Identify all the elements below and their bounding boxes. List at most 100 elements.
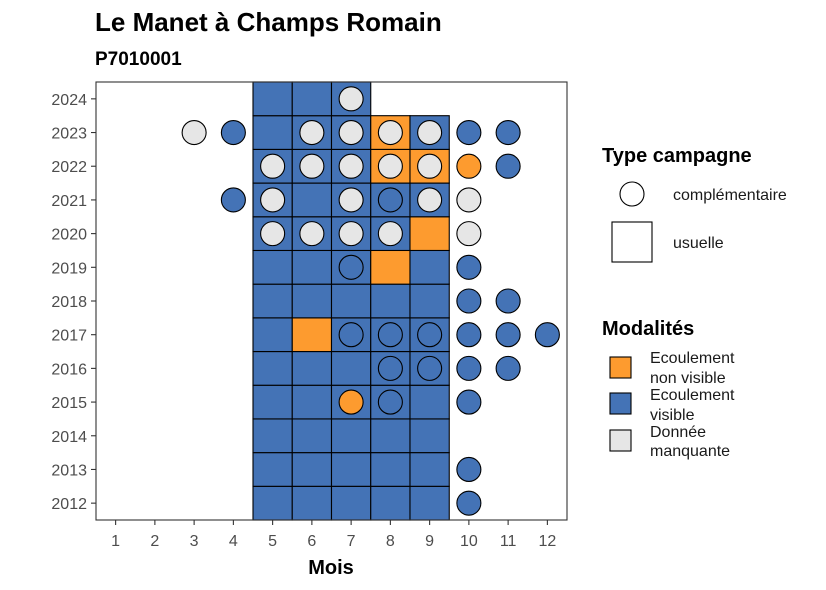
y-tick-label: 2017	[51, 328, 87, 345]
point-2016-11	[495, 355, 521, 381]
point-2023-9	[417, 119, 443, 146]
tile-2015-5	[252, 384, 293, 420]
point-2016-8	[377, 355, 403, 381]
legend-square-symbol	[611, 221, 653, 263]
point-2023-8	[377, 119, 403, 146]
y-tick-label: 2014	[51, 429, 87, 446]
legend-swatch-ecoulement-non-visible	[609, 356, 632, 379]
y-axis: 2012 2013 2014 2015 2016 2017 2018 2019 2020 2021…	[51, 92, 96, 513]
tile-2012-9	[409, 485, 450, 521]
legend-label-complementaire: complémentaire	[673, 187, 787, 204]
legend-modalites-title: Modalités	[602, 318, 694, 340]
tile-2019-6	[291, 249, 333, 285]
x-tick-label: 4	[229, 533, 238, 550]
complementaire-points	[181, 86, 560, 516]
point-2019-7	[338, 254, 364, 280]
x-tick-label: 11	[500, 533, 517, 550]
x-tick-label: 2	[150, 533, 159, 550]
point-2018-11	[495, 288, 521, 314]
x-tick-label: 7	[347, 533, 356, 550]
legend-label-manquante-line1: Donnée	[650, 424, 706, 441]
x-axis-title: Mois	[308, 557, 354, 579]
plot-area	[95, 81, 568, 521]
point-2022-5	[260, 153, 286, 179]
point-2021-5	[260, 187, 286, 213]
tile-2024-6	[291, 81, 333, 117]
tile-2017-6	[291, 317, 333, 353]
y-tick-label: 2015	[51, 395, 87, 412]
point-2020-6	[299, 221, 325, 247]
tile-2019-8	[370, 249, 411, 285]
point-2021-9	[417, 187, 443, 213]
point-2021-10	[456, 187, 482, 213]
tile-2014-8	[370, 418, 411, 454]
usuelle-tiles	[252, 81, 450, 521]
tile-2016-6	[291, 350, 333, 386]
legend-swatch-donnee-manquante	[609, 429, 632, 452]
tile-2013-8	[370, 452, 411, 487]
point-2021-4	[220, 187, 246, 213]
legend-swatch-ecoulement-visible	[609, 392, 632, 415]
tile-2016-7	[330, 350, 372, 386]
y-tick-label: 2019	[51, 260, 87, 277]
point-2023-7	[338, 119, 364, 146]
x-tick-label: 8	[386, 533, 395, 550]
tile-2024-5	[252, 81, 293, 117]
point-2023-11	[495, 119, 521, 146]
tile-2013-6	[291, 452, 333, 487]
tile-2012-7	[330, 485, 372, 521]
y-tick-label: 2022	[51, 159, 87, 176]
tile-2015-9	[409, 384, 450, 420]
legend-modalites: Modalités Ecoulement non visible Ecoulem…	[602, 318, 735, 460]
x-tick-label: 3	[190, 533, 199, 550]
y-tick-label: 2013	[51, 462, 87, 479]
legend-label-non-visible-line1: Ecoulement	[650, 350, 735, 367]
point-2020-10	[456, 221, 482, 247]
chart-title: Le Manet à Champs Romain	[95, 7, 442, 37]
y-tick-label: 2023	[51, 126, 87, 143]
tile-2017-5	[252, 317, 293, 353]
tile-2014-7	[330, 418, 372, 454]
y-tick-label: 2016	[51, 361, 87, 378]
y-tick-label: 2012	[51, 496, 87, 513]
tile-2014-6	[291, 418, 333, 454]
tile-2013-9	[409, 452, 450, 487]
tile-2018-7	[330, 283, 372, 319]
point-2017-10	[456, 322, 482, 348]
legend-label-non-visible-line2: non visible	[650, 370, 726, 387]
point-2022-11	[495, 153, 521, 179]
point-2015-7	[338, 389, 364, 415]
legend-label-manquante-line2: manquante	[650, 443, 730, 460]
legend-type-title: Type campagne	[602, 145, 752, 167]
point-2023-10	[456, 119, 482, 146]
tile-2016-5	[252, 350, 293, 386]
point-2021-8	[377, 187, 403, 213]
point-2023-4	[220, 119, 246, 146]
x-tick-label: 5	[268, 533, 277, 550]
tile-2021-6	[291, 182, 333, 218]
point-2017-7	[338, 322, 364, 348]
point-2022-8	[377, 153, 403, 179]
tile-2015-6	[291, 384, 333, 420]
tile-2012-8	[370, 485, 411, 521]
point-2023-6	[299, 119, 325, 146]
point-2016-9	[417, 355, 443, 381]
point-2024-7	[338, 86, 364, 112]
point-2017-9	[417, 322, 443, 348]
point-2017-11	[495, 322, 521, 348]
point-2015-10	[456, 389, 482, 415]
point-2016-10	[456, 355, 482, 381]
y-tick-label: 2021	[51, 193, 87, 210]
chart-subtitle: P7010001	[95, 49, 182, 70]
legend-label-visible-line1: Ecoulement	[650, 387, 735, 404]
tile-2014-5	[252, 418, 293, 454]
point-2022-9	[417, 153, 443, 179]
x-tick-label: 1	[111, 533, 120, 550]
point-2020-8	[377, 221, 403, 247]
x-axis: 1 2 3 4 5 6 7 8 9 10 11 12	[111, 520, 556, 550]
point-2012-10	[456, 490, 482, 516]
point-2017-8	[377, 322, 403, 348]
tile-2019-5	[252, 249, 293, 285]
y-tick-label: 2024	[51, 92, 87, 109]
